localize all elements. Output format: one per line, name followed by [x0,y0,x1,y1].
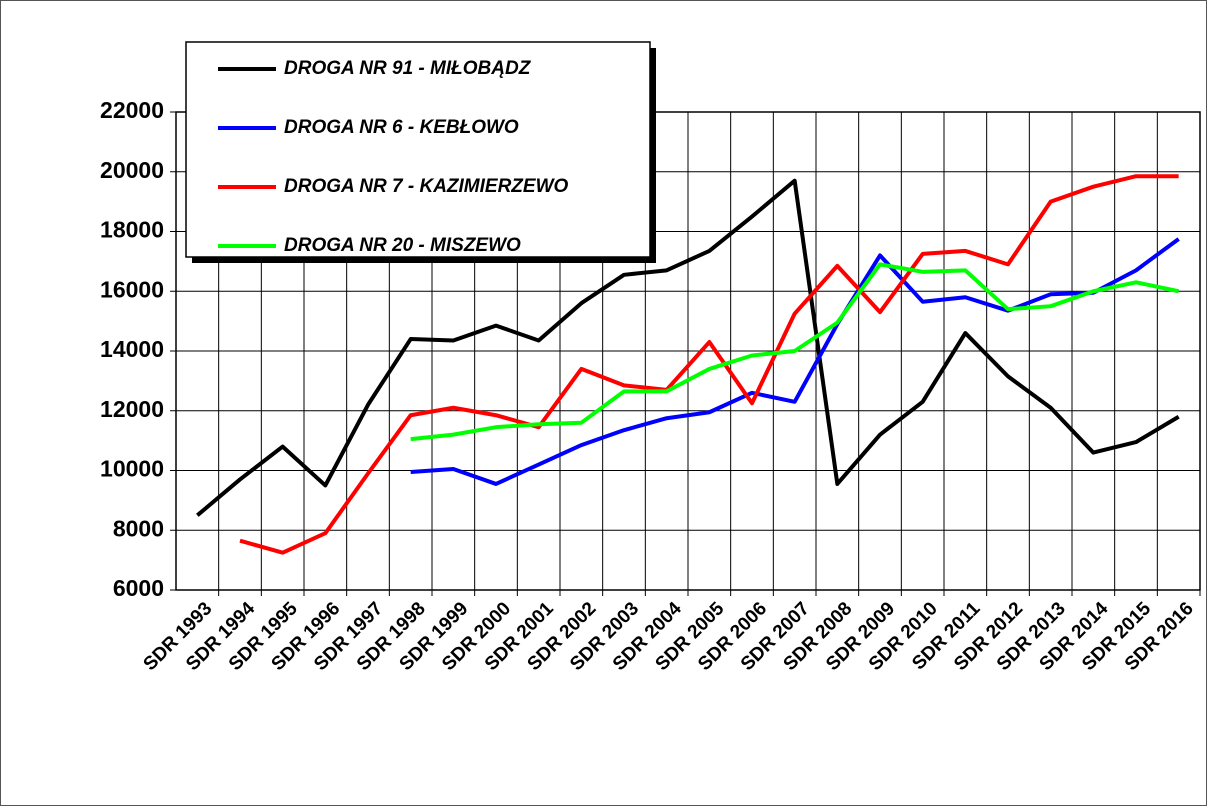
y-tick-label: 8000 [113,515,164,541]
legend-label: DROGA NR 7 - KAZIMIERZEWO [284,176,569,197]
legend-label: DROGA NR 6 - KEBŁOWO [284,117,519,138]
legend [185,41,651,258]
y-tick-label: 14000 [100,336,164,362]
legend-label: DROGA NR 91 - MIŁOBĄDZ [284,58,532,79]
y-tick-label: 6000 [113,575,164,601]
y-tick-label: 22000 [100,97,164,123]
y-tick-label: 16000 [100,276,164,302]
plot-border [175,111,1201,591]
series-line [410,262,1180,442]
y-tick-label: 20000 [100,157,164,183]
legend-label: DROGA NR 20 - MISZEWO [284,235,521,256]
series-line [410,237,1180,486]
series-line [239,174,1179,555]
y-tick-label: 12000 [100,396,164,422]
y-tick-label: 10000 [100,456,164,482]
y-tick-label: 18000 [100,217,164,243]
series-line [196,178,1180,517]
